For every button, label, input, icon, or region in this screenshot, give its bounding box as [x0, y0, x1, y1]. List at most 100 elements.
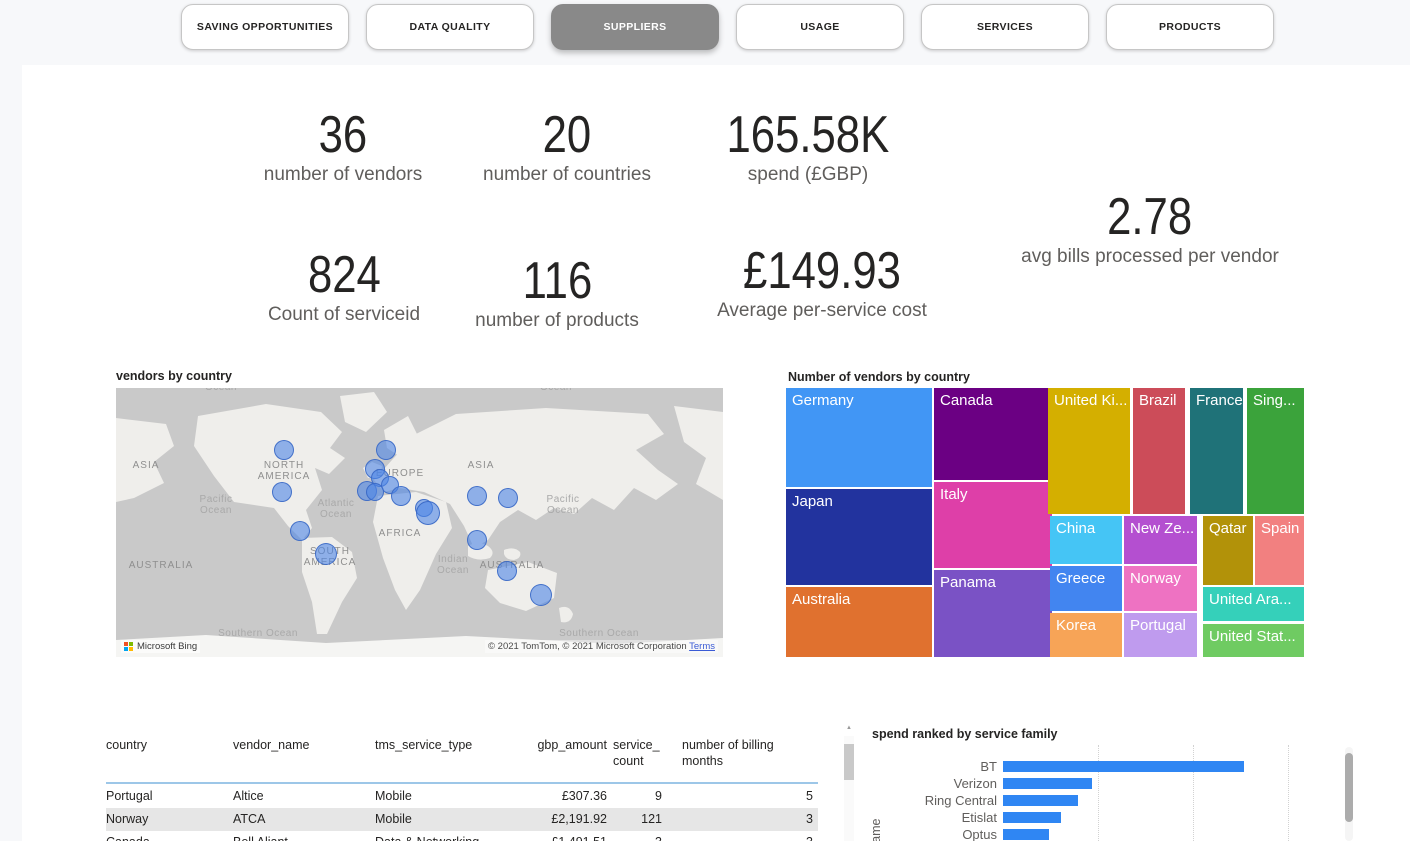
tab-usage[interactable]: USAGE [736, 4, 904, 50]
treemap-tile-label: Greece [1056, 570, 1106, 587]
bing-attribution: Microsoft Bing [121, 640, 201, 653]
kpi-value: 824 [307, 246, 381, 304]
treemap-tile-sing[interactable]: Sing... [1247, 388, 1304, 514]
treemap-tile-qatar[interactable]: Qatar [1203, 516, 1253, 585]
column-header-service-count[interactable]: service_ count [613, 738, 660, 768]
column-header-tms-service-type[interactable]: tms_service_type [375, 738, 473, 752]
map-bubble[interactable] [290, 521, 310, 541]
kpi-label: spend (£GBP) [747, 163, 869, 185]
treemap-tile-australia[interactable]: Australia [786, 587, 932, 657]
table-cell-tms-service-type: Data & Networking [375, 831, 503, 841]
kpi-label: number of countries [483, 163, 651, 185]
treemap-tile-label: United Ki... [1054, 392, 1128, 409]
kpi-average-per-service-cost: £149.93 Average per-service cost [682, 244, 962, 322]
map-bubble[interactable] [366, 483, 384, 501]
treemap-tile-label: Norway [1130, 570, 1181, 587]
map-bubble[interactable] [391, 486, 411, 506]
map-copyright: © 2021 TomTom, © 2021 Microsoft Corporat… [485, 640, 718, 653]
bar-chart-title: spend ranked by service family [872, 727, 1058, 741]
tab-data-quality[interactable]: DATA QUALITY [366, 4, 534, 50]
table-row[interactable]: Portugal Altice Mobile £307.36 9 5 [106, 785, 818, 808]
map-bubble[interactable] [416, 501, 440, 525]
table-row[interactable]: Norway ATCA Mobile £2,191.92 121 3 [106, 808, 818, 831]
tab-services[interactable]: SERVICES [921, 4, 1089, 50]
bar-etislat[interactable] [1003, 812, 1061, 823]
bar-category-label-etislat: Etislat [961, 810, 997, 825]
kpi-label: Average per-service cost [717, 299, 927, 321]
column-header-gbp-amount[interactable]: gbp_amount [537, 738, 607, 752]
table-row[interactable]: Canada Bell Aliant Data & Networking£1,491… [106, 831, 818, 841]
bar-ring-central[interactable] [1003, 795, 1078, 806]
table-cell-country: Norway [106, 812, 149, 826]
scrollbar-thumb[interactable] [844, 744, 854, 780]
tab-saving-opportunities[interactable]: SAVING OPPORTUNITIES [181, 4, 349, 50]
bar-chart-scrollbar[interactable] [1345, 747, 1353, 841]
map-bubble[interactable] [497, 561, 517, 581]
treemap-tile-united-ara[interactable]: United Ara... [1203, 587, 1304, 621]
scroll-up-icon[interactable]: ▲ [846, 725, 852, 731]
treemap-tile-brazil[interactable]: Brazil [1133, 388, 1185, 514]
column-header-vendor-name[interactable]: vendor_name [233, 738, 310, 752]
tab-suppliers[interactable]: SUPPLIERS [551, 4, 719, 50]
map-bubble[interactable] [467, 530, 487, 550]
treemap-tile-italy[interactable]: Italy [934, 482, 1052, 568]
treemap-tile-japan[interactable]: Japan [786, 489, 932, 585]
bing-attribution-text: Microsoft Bing [137, 641, 198, 652]
treemap-tile-canada[interactable]: Canada [934, 388, 1052, 480]
column-header-number-of-billing-months[interactable]: number of billing months [682, 738, 774, 768]
chart-gridline [1193, 745, 1194, 841]
treemap-tile-label: Portugal [1130, 617, 1186, 634]
treemap-tile-panama[interactable]: Panama [934, 570, 1052, 657]
treemap-tile-label: Japan [792, 493, 833, 510]
vendors-map[interactable]: OceanOceanASIANORTH AMERICAEUROPEASIANOR… [116, 388, 723, 657]
treemap-tile-norway[interactable]: Norway [1124, 566, 1197, 611]
table-cell-service: 3 [613, 831, 662, 841]
bar-category-label-ring-central: Ring Central [924, 793, 997, 808]
map-bubble[interactable] [315, 543, 337, 565]
bar-optus[interactable] [1003, 829, 1049, 840]
treemap-tile-new-ze[interactable]: New Ze... [1124, 516, 1197, 564]
bar-category-label-bt: BT [980, 759, 997, 774]
table-cell-number-of-billing: 3 [682, 831, 813, 841]
treemap-tile-label: China [1056, 520, 1096, 537]
table-cell-gbp-amount: £1,491.51 [505, 831, 607, 841]
treemap-tile-label: Sing... [1253, 392, 1296, 409]
tab-products[interactable]: PRODUCTS [1106, 4, 1274, 50]
treemap-tile-korea[interactable]: Korea [1050, 613, 1122, 657]
table-cell-vendor-name: Altice [233, 789, 264, 803]
table-cell-vendor-name: Bell Aliant [233, 831, 369, 841]
treemap-tile-spain[interactable]: Spain [1255, 516, 1304, 585]
terms-link[interactable]: Terms [689, 641, 715, 652]
kpi-avg-bills-per-vendor: 2.78 avg bills processed per vendor [1010, 190, 1290, 268]
treemap-tile-united-stat[interactable]: United Stat... [1203, 624, 1304, 657]
map-bubble[interactable] [272, 482, 292, 502]
map-bubble[interactable] [467, 486, 487, 506]
table-cell-country: Portugal [106, 789, 153, 803]
table-vertical-scrollbar[interactable] [844, 736, 854, 841]
map-bubble[interactable] [530, 584, 552, 606]
kpi-number-of-countries: 20 number of countries [447, 108, 687, 186]
map-title: vendors by country [116, 369, 232, 383]
table-cell-country: Canada [106, 831, 227, 841]
map-bubble[interactable] [376, 440, 396, 460]
bar-bt[interactable] [1003, 761, 1244, 772]
scrollbar-thumb[interactable] [1345, 753, 1353, 822]
treemap-tile-united-ki[interactable]: United Ki... [1048, 388, 1130, 514]
kpi-value: 165.58K [726, 106, 890, 164]
treemap-tile-china[interactable]: China [1050, 516, 1122, 564]
map-bubble[interactable] [274, 440, 294, 460]
bar-category-label-optus: Optus [962, 827, 997, 841]
treemap-tile-portugal[interactable]: Portugal [1124, 613, 1197, 657]
treemap-tile-greece[interactable]: Greece [1050, 566, 1122, 611]
map-bubble[interactable] [498, 488, 518, 508]
bar-verizon[interactable] [1003, 778, 1092, 789]
report-tab-bar: SAVING OPPORTUNITIES DATA QUALITY SUPPLI… [181, 4, 1274, 50]
column-header-country[interactable]: country [106, 738, 147, 752]
treemap-tile-label: Qatar [1209, 520, 1247, 537]
kpi-spend-gbp: 165.58K spend (£GBP) [688, 108, 928, 186]
treemap-tile-france[interactable]: France [1190, 388, 1243, 514]
treemap-tile-germany[interactable]: Germany [786, 388, 932, 487]
kpi-number-of-products: 116 number of products [437, 254, 677, 332]
treemap-tiles: Germany Japan Australia Canada Italy Panama Un… [786, 388, 1304, 657]
